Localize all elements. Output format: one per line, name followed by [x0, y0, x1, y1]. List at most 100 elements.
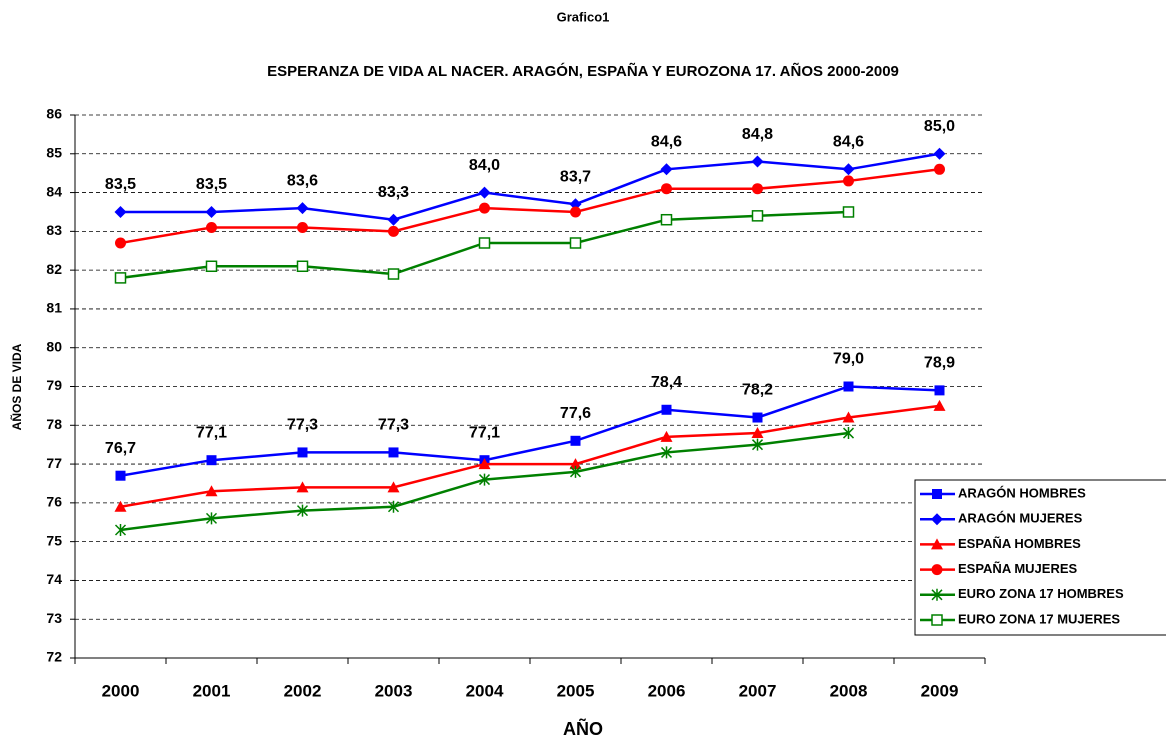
- marker: [387, 268, 400, 280]
- marker: [931, 538, 943, 550]
- y-axis-title: AÑOS DE VIDA: [9, 343, 24, 430]
- marker: [114, 272, 127, 284]
- y-tick-label: 77: [46, 455, 62, 471]
- data-label: 83,3: [378, 184, 409, 201]
- marker: [206, 221, 217, 233]
- marker: [297, 447, 308, 458]
- marker: [842, 427, 855, 440]
- marker: [115, 470, 126, 481]
- marker: [296, 202, 309, 215]
- data-label: 84,6: [833, 134, 864, 151]
- marker: [205, 260, 218, 273]
- legend-label: ESPAÑA HOMBRES: [958, 536, 1081, 551]
- legend-label: EURO ZONA 17 MUJERES: [958, 611, 1120, 626]
- y-tick-label: 82: [46, 261, 62, 277]
- marker: [933, 399, 946, 411]
- marker: [296, 260, 309, 273]
- marker: [931, 614, 943, 626]
- data-label: 83,5: [105, 176, 136, 193]
- data-label: 77,1: [196, 424, 227, 441]
- y-tick-label: 86: [46, 106, 62, 122]
- x-tick-label: 2003: [375, 681, 413, 700]
- data-label: 83,5: [196, 176, 227, 193]
- y-tick-label: 80: [46, 338, 62, 354]
- x-tick-label: 2008: [830, 681, 868, 700]
- marker: [931, 513, 943, 526]
- marker: [751, 210, 764, 222]
- marker: [478, 237, 491, 249]
- marker: [842, 411, 855, 423]
- data-label: 83,6: [287, 172, 318, 189]
- chart-header: Grafico1: [557, 9, 610, 24]
- data-label: 77,6: [560, 405, 591, 422]
- legend-label: ARAGÓN MUJERES: [958, 511, 1083, 526]
- marker: [751, 155, 764, 168]
- x-tick-label: 2001: [193, 681, 231, 700]
- marker: [388, 447, 399, 458]
- data-label: 78,4: [651, 374, 682, 391]
- marker: [569, 465, 582, 478]
- data-label: 78,9: [924, 355, 955, 372]
- marker: [297, 221, 308, 233]
- marker: [570, 435, 581, 446]
- marker: [569, 237, 582, 249]
- marker: [296, 481, 309, 493]
- marker: [569, 198, 582, 211]
- data-label: 76,7: [105, 440, 136, 457]
- data-label: 83,7: [560, 168, 591, 185]
- y-tick-label: 79: [46, 377, 62, 393]
- data-label: 78,2: [742, 382, 773, 399]
- marker: [206, 455, 217, 466]
- x-tick-label: 2005: [557, 681, 595, 700]
- marker: [569, 458, 582, 470]
- marker: [842, 163, 855, 176]
- marker: [114, 500, 127, 512]
- marker: [660, 213, 673, 226]
- legend-box: [914, 479, 1166, 636]
- series-line: [120, 385, 940, 477]
- x-tick-label: 2007: [739, 681, 777, 700]
- x-axis-title: AÑO: [563, 718, 603, 738]
- marker: [479, 202, 490, 214]
- data-label: 84,8: [742, 126, 773, 143]
- marker: [205, 205, 218, 218]
- marker: [933, 147, 946, 160]
- legend-label: EURO ZONA 17 HOMBRES: [958, 586, 1124, 601]
- marker: [387, 481, 400, 493]
- marker: [934, 163, 945, 175]
- marker: [205, 485, 218, 497]
- series-line: [120, 152, 940, 221]
- marker: [114, 205, 127, 218]
- y-tick-label: 75: [46, 532, 62, 548]
- marker: [931, 564, 943, 576]
- y-tick-label: 78: [46, 416, 62, 432]
- marker: [478, 186, 491, 199]
- y-tick-label: 85: [46, 144, 62, 160]
- x-tick-label: 2002: [284, 681, 322, 700]
- marker: [296, 504, 309, 517]
- marker: [751, 427, 764, 439]
- marker: [931, 588, 943, 601]
- y-tick-label: 83: [46, 222, 62, 238]
- marker: [752, 183, 763, 195]
- marker: [387, 213, 400, 226]
- marker: [932, 489, 942, 499]
- data-label: 84,6: [651, 134, 682, 151]
- marker: [842, 206, 855, 218]
- y-tick-label: 81: [46, 300, 62, 316]
- marker: [751, 438, 764, 451]
- marker: [660, 446, 673, 459]
- marker: [387, 500, 400, 513]
- marker: [660, 163, 673, 176]
- y-tick-label: 74: [46, 571, 62, 587]
- data-label: 79,0: [833, 351, 864, 368]
- x-tick-label: 2004: [466, 681, 504, 700]
- marker: [752, 412, 763, 423]
- chart-title: ESPERANZA DE VIDA AL NACER. ARAGÓN, ESPA…: [267, 62, 899, 80]
- marker: [388, 225, 399, 237]
- series-line: [120, 404, 940, 508]
- marker: [661, 183, 672, 195]
- x-tick-label: 2009: [921, 681, 959, 700]
- data-label: 84,0: [469, 157, 500, 174]
